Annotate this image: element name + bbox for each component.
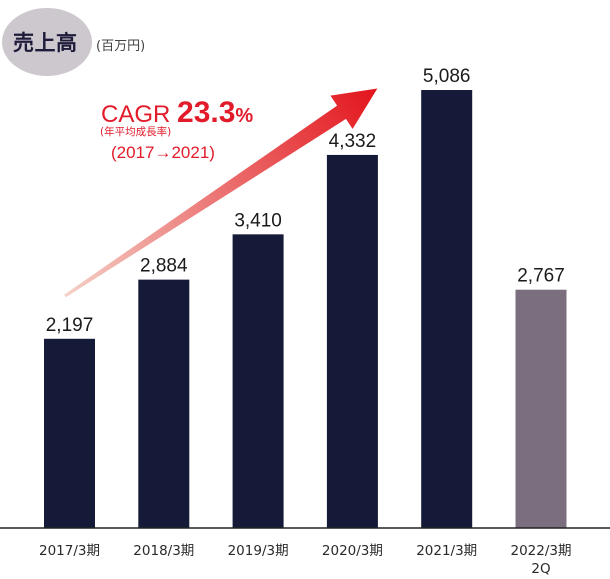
bar-3 [232, 234, 284, 529]
bar-1 [44, 338, 95, 528]
category-label-6-line-2: 2Q [531, 561, 550, 577]
cagr-period: (2017→2021) [111, 143, 215, 162]
bar-5 [421, 90, 473, 528]
category-label-4: 2020/3期 [322, 543, 383, 559]
cagr-value: 23.3 [177, 96, 236, 129]
cagr-percent-sign: % [235, 105, 254, 127]
category-label-5: 2021/3期 [416, 543, 477, 559]
category-label-1: 2017/3期 [39, 543, 100, 559]
cagr-label: CAGR [101, 101, 178, 128]
bar-6 [515, 289, 567, 528]
category-label-2: 2018/3期 [133, 543, 194, 559]
category-label-3: 2019/3期 [228, 543, 289, 559]
unit-label: (百万円) [96, 39, 146, 54]
cagr-note: (年平均成長率) [100, 126, 172, 138]
chart-title: 売上高 [13, 31, 78, 55]
cagr-headline: CAGR 23.3% [101, 96, 253, 130]
growth-arrow [64, 88, 378, 298]
value-label-1: 2,197 [46, 315, 94, 336]
title-badge [2, 8, 92, 76]
value-label-3: 3,410 [234, 210, 282, 231]
value-label-6: 2,767 [517, 266, 565, 287]
value-label-4: 4,332 [329, 131, 377, 152]
bar-2 [138, 279, 190, 528]
value-label-5: 5,086 [423, 66, 471, 87]
value-label-2: 2,884 [140, 256, 188, 277]
category-label-6: 2022/3期 [511, 543, 572, 559]
bar-4 [326, 154, 378, 529]
